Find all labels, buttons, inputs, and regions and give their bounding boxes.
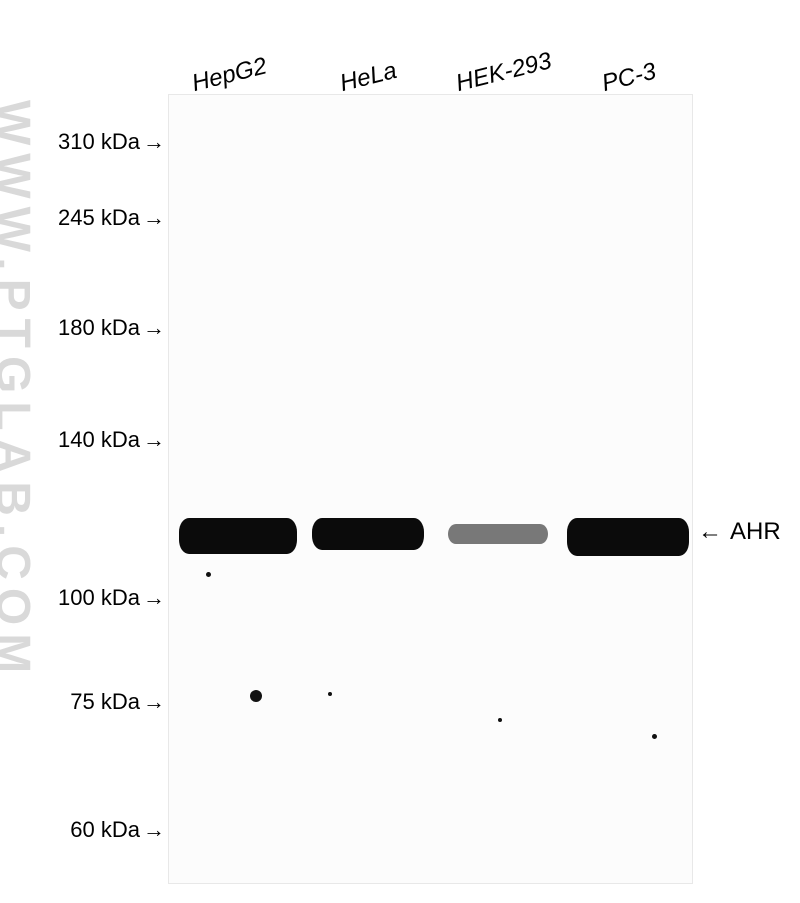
- mw-marker-label: 310 kDa: [58, 129, 140, 155]
- target-protein-label: AHR: [730, 518, 781, 546]
- arrow-right-icon: →: [143, 315, 165, 341]
- artifact-speck: [250, 690, 262, 702]
- arrow-right-icon: →: [143, 817, 165, 843]
- mw-marker-label: 245 kDa: [58, 205, 140, 231]
- protein-band: [312, 518, 424, 550]
- mw-marker-label: 60 kDa: [70, 817, 140, 843]
- lane-label: HEK-293: [453, 47, 554, 98]
- arrow-right-icon: →: [143, 585, 165, 611]
- mw-marker-label: 100 kDa: [58, 585, 140, 611]
- lane-label: HepG2: [189, 52, 270, 98]
- artifact-speck: [652, 734, 657, 739]
- artifact-speck: [498, 718, 502, 722]
- protein-band: [179, 518, 297, 554]
- protein-band: [567, 518, 689, 556]
- mw-marker-label: 75 kDa: [70, 689, 140, 715]
- watermark-text: WWW.PTGLAB.COM: [0, 100, 40, 681]
- arrow-right-icon: →: [143, 129, 165, 155]
- arrow-right-icon: →: [143, 427, 165, 453]
- artifact-speck: [206, 572, 211, 577]
- western-blot-figure: HepG2HeLaHEK-293PC-3 310 kDa→245 kDa→180…: [0, 0, 800, 903]
- lane-label: PC-3: [599, 58, 659, 98]
- arrow-right-icon: →: [143, 205, 165, 231]
- lane-label: HeLa: [337, 57, 399, 98]
- arrow-right-icon: →: [143, 689, 165, 715]
- mw-marker-label: 180 kDa: [58, 315, 140, 341]
- protein-band: [448, 524, 548, 544]
- target-arrow-icon: ←: [698, 518, 722, 546]
- blot-membrane-area: [168, 94, 693, 884]
- artifact-speck: [328, 692, 332, 696]
- mw-marker-label: 140 kDa: [58, 427, 140, 453]
